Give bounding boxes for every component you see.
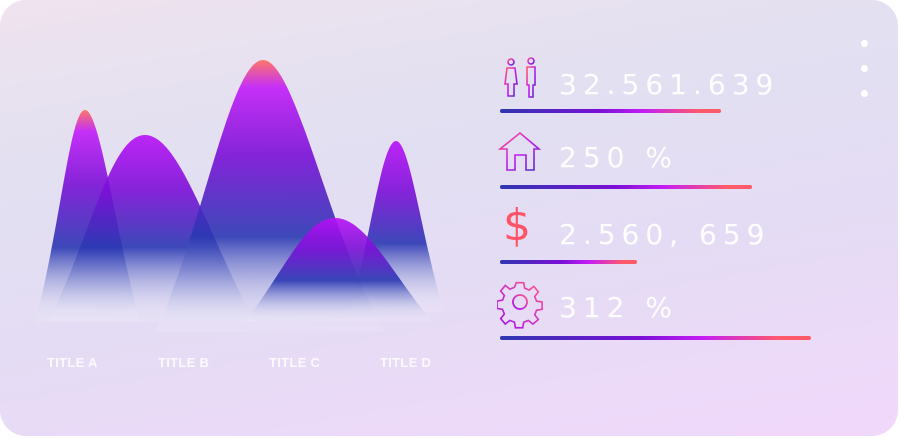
progress-bar — [500, 336, 811, 340]
gear-icon — [497, 281, 543, 329]
category-label: TITLE C — [269, 355, 321, 370]
stat-value: 2.560, 659 — [559, 218, 771, 251]
category-label: TITLE B — [158, 355, 210, 370]
stat-value: 312 % — [559, 291, 678, 324]
progress-bar — [500, 109, 721, 113]
progress-bar — [500, 185, 752, 189]
house-icon — [497, 131, 542, 171]
more-vertical-icon[interactable] — [856, 40, 872, 100]
dollar-icon: $ — [503, 200, 531, 251]
peak-d — [245, 218, 432, 322]
mountain-chart — [35, 60, 444, 332]
category-label: TITLE D — [380, 355, 432, 370]
people-icon — [504, 57, 536, 98]
stat-value: 32.561.639 — [559, 68, 780, 101]
progress-bar — [500, 260, 637, 264]
stat-value: 250 % — [559, 141, 678, 174]
category-label: TITLE A — [47, 355, 98, 370]
